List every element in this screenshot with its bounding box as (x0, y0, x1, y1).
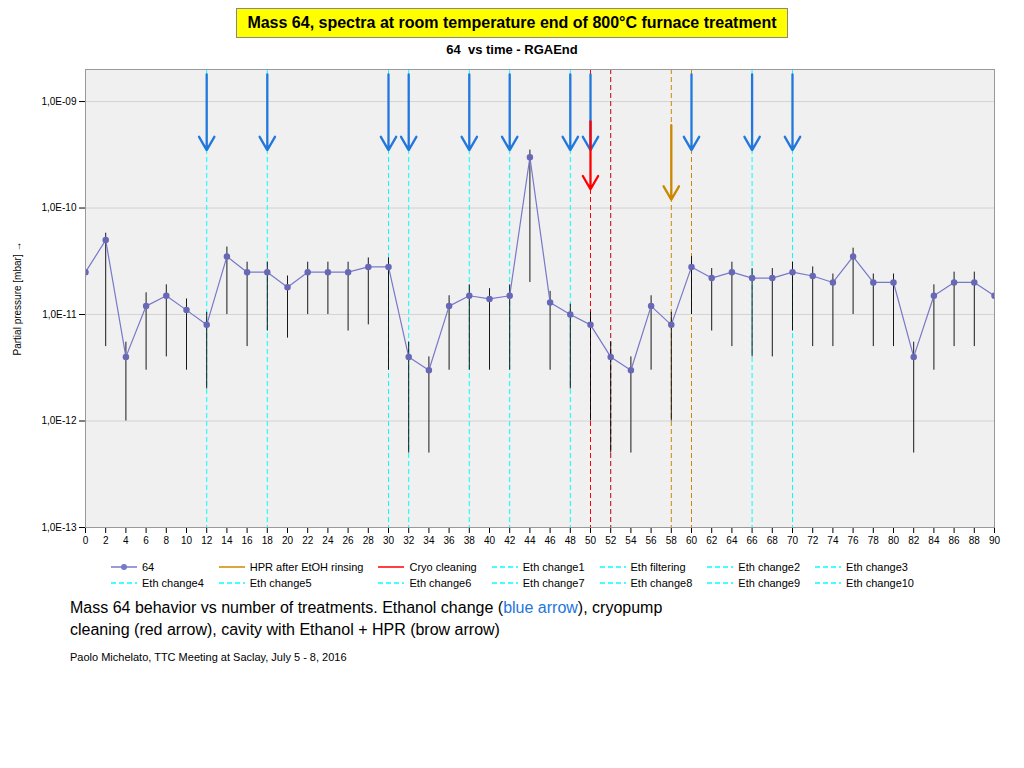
svg-text:1,0E-13: 1,0E-13 (41, 522, 76, 533)
svg-text:66: 66 (747, 535, 759, 546)
svg-text:12: 12 (201, 535, 213, 546)
svg-text:90: 90 (989, 535, 1001, 546)
html-text:Eth change4: Eth change4 (142, 577, 204, 589)
svg-text:1,0E-09: 1,0E-09 (41, 96, 76, 107)
svg-text:32: 32 (403, 535, 415, 546)
html-text:Eth filtering: Eth filtering (630, 561, 686, 573)
html-text:Eth change1: Eth change1 (522, 561, 585, 573)
html-text:Eth change5: Eth change5 (249, 577, 312, 589)
svg-text:80: 80 (888, 535, 900, 546)
svg-text:24: 24 (322, 535, 334, 546)
svg-text:2: 2 (103, 535, 109, 546)
svg-text:48: 48 (565, 535, 577, 546)
svg-text:82: 82 (908, 535, 920, 546)
svg-text:54: 54 (625, 535, 637, 546)
svg-text:78: 78 (868, 535, 880, 546)
svg-text:10: 10 (181, 535, 193, 546)
svg-text:16: 16 (242, 535, 254, 546)
svg-text:76: 76 (848, 535, 860, 546)
svg-text:22: 22 (302, 535, 314, 546)
html-text:Eth change3: Eth change3 (846, 561, 908, 573)
html-text:Cryo cleaning: Cryo cleaning (409, 561, 477, 573)
svg-text:50: 50 (585, 535, 597, 546)
html-text:Eth change6: Eth change6 (409, 577, 472, 589)
svg-text:44: 44 (524, 535, 536, 546)
html-text:Eth change9: Eth change9 (738, 577, 801, 589)
svg-text:86: 86 (949, 535, 961, 546)
svg-text:30: 30 (383, 535, 395, 546)
svg-text:36: 36 (444, 535, 456, 546)
svg-text:88: 88 (969, 535, 981, 546)
svg-text:64: 64 (726, 535, 738, 546)
svg-text:58: 58 (666, 535, 678, 546)
svg-text:68: 68 (767, 535, 779, 546)
svg-text:70: 70 (787, 535, 799, 546)
html-text:64: 64 (142, 561, 155, 573)
html-text:Eth change10: Eth change10 (846, 577, 914, 589)
svg-text:0: 0 (83, 535, 89, 546)
svg-text:84: 84 (928, 535, 940, 546)
html-text:HPR after EtOH rinsing: HPR after EtOH rinsing (249, 561, 364, 573)
svg-text:56: 56 (646, 535, 658, 546)
svg-text:34: 34 (423, 535, 435, 546)
svg-text:42: 42 (504, 535, 516, 546)
svg-text:40: 40 (484, 535, 496, 546)
html-text:Eth change2: Eth change2 (738, 561, 801, 573)
svg-text:62: 62 (706, 535, 718, 546)
svg-text:18: 18 (262, 535, 274, 546)
svg-text:28: 28 (363, 535, 375, 546)
svg-text:6: 6 (143, 535, 149, 546)
html-text:Eth change8: Eth change8 (630, 577, 693, 589)
svg-text:74: 74 (827, 535, 839, 546)
svg-text:1,0E-10: 1,0E-10 (41, 202, 76, 213)
svg-text:14: 14 (221, 535, 233, 546)
svg-text:Partial pressure [mbar] →: Partial pressure [mbar] → (12, 242, 23, 356)
html-text:64 vs time - RGAEnd: 64 vs time - RGAEnd (446, 42, 578, 57)
svg-text:72: 72 (807, 535, 819, 546)
svg-text:38: 38 (464, 535, 476, 546)
svg-text:20: 20 (282, 535, 294, 546)
html-text:Mass 64 behavior vs number of: Mass 64 behavior vs number of treatments… (70, 599, 663, 616)
html-text:Paolo Michelato, TTC Meeting a: Paolo Michelato, TTC Meeting at Saclay, … (70, 651, 347, 663)
html-text:Eth change7: Eth change7 (522, 577, 585, 589)
svg-text:26: 26 (343, 535, 355, 546)
svg-text:8: 8 (164, 535, 170, 546)
svg-text:1,0E-12: 1,0E-12 (41, 415, 76, 426)
html-text:Mass 64, spectra at room tempe: Mass 64, spectra at room temperature end… (247, 14, 777, 31)
html-text:cleaning (red arrow), cavity w: cleaning (red arrow), cavity with Ethano… (70, 621, 500, 638)
svg-text:4: 4 (123, 535, 129, 546)
svg-text:1,0E-11: 1,0E-11 (42, 309, 77, 320)
svg-text:46: 46 (545, 535, 557, 546)
svg-text:60: 60 (686, 535, 698, 546)
svg-text:52: 52 (605, 535, 617, 546)
